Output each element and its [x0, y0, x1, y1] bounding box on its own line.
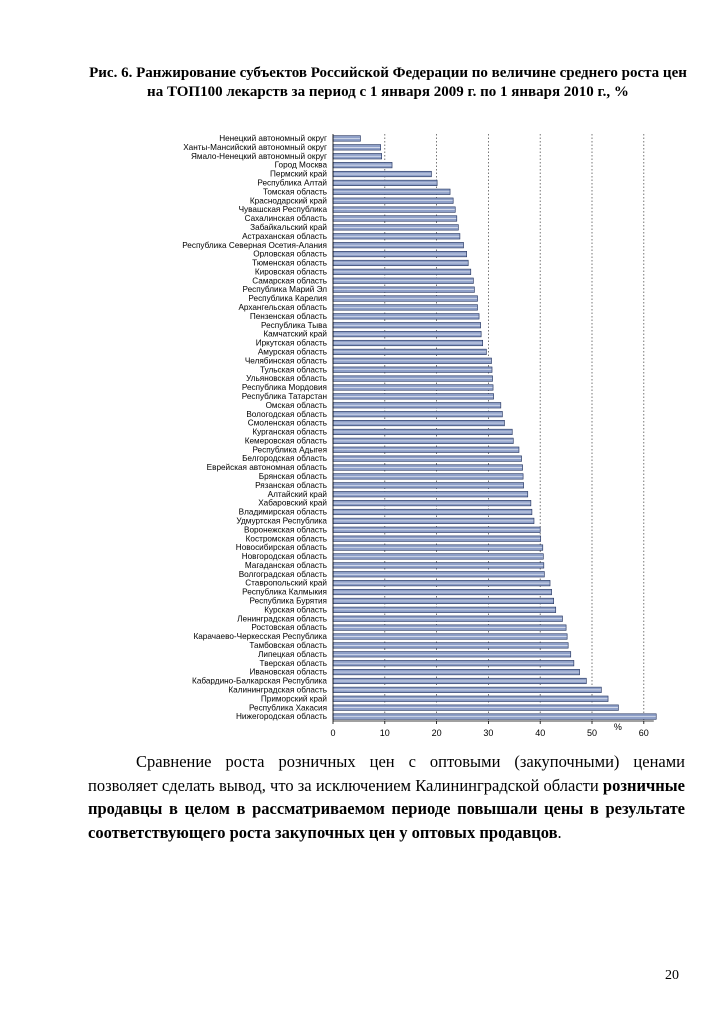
category-label: Амурская область — [258, 348, 327, 357]
category-label: Рязанская область — [255, 481, 327, 490]
x-tick-label: 50 — [587, 728, 597, 738]
category-label: Республика Тыва — [261, 321, 327, 330]
category-label: Липецкая область — [258, 650, 327, 659]
category-label: Тюменская область — [252, 259, 327, 268]
category-label: Забайкальский край — [250, 223, 327, 232]
category-label: Пензенская область — [250, 312, 327, 321]
category-label: Калининградская область — [228, 685, 327, 694]
category-label: Кемеровская область — [245, 436, 327, 445]
category-label: Алтайский край — [268, 490, 327, 499]
paragraph-normal-text: Сравнение роста розничных цен с оптовыми… — [88, 752, 685, 795]
x-tick-label: 30 — [483, 728, 493, 738]
category-label: Приморский край — [261, 694, 327, 703]
category-label: Кабардино-Балкарская Республика — [192, 677, 327, 686]
category-label: Тамбовская область — [249, 641, 327, 650]
paragraph-end: . — [557, 822, 562, 842]
category-label: Костромская область — [246, 534, 327, 543]
figure-caption: Рис. 6. Ранжирование субъектов Российско… — [89, 65, 687, 100]
category-label: Чувашская Республика — [239, 205, 328, 214]
category-label: Курская область — [264, 605, 327, 614]
category-label: Краснодарский край — [250, 196, 327, 205]
category-label: Республика Карелия — [248, 294, 327, 303]
category-label: Смоленская область — [248, 419, 327, 428]
category-label: Камчатский край — [263, 330, 327, 339]
category-label: Магаданская область — [245, 561, 327, 570]
chart-category-labels: Ненецкий автономный округХанты-Мансийски… — [182, 134, 327, 721]
category-label: Новгородская область — [242, 552, 327, 561]
category-label: Воронежская область — [244, 525, 327, 534]
category-label: Томская область — [263, 187, 327, 196]
x-tick-label: 10 — [380, 728, 390, 738]
x-tick-label: 20 — [432, 728, 442, 738]
category-label: Омская область — [266, 401, 327, 410]
category-label: Сахалинская область — [245, 214, 327, 223]
category-label: Республика Бурятия — [250, 597, 327, 606]
category-label: Республика Марий Эл — [243, 285, 328, 294]
category-label: Республика Калмыкия — [242, 588, 327, 597]
category-label: Астраханская область — [242, 232, 327, 241]
category-label: Ростовская область — [251, 623, 327, 632]
category-label: Кировская область — [255, 267, 327, 276]
category-label: Орловская область — [253, 250, 327, 259]
chart-x-axis: 0 10 20 30 40 50 60% — [330, 134, 654, 738]
category-label: Удмуртская Республика — [236, 516, 327, 525]
category-label: Еврейская автономная область — [207, 463, 327, 472]
category-label: Челябинская область — [245, 356, 327, 365]
category-label: Хабаровский край — [258, 499, 327, 508]
paragraph-bold-text: розничные продавцы в целом в рассматрива… — [88, 775, 685, 842]
category-label: Белгородская область — [242, 454, 327, 463]
category-label: Брянская область — [259, 472, 327, 481]
category-label: Курганская область — [252, 428, 327, 437]
category-label: Республика Татарстан — [242, 392, 327, 401]
category-label: Карачаево-Черкесская Республика — [193, 632, 327, 641]
category-label: Ленинградская область — [237, 614, 327, 623]
category-label: Иркутская область — [256, 339, 327, 348]
category-label: Новосибирская область — [236, 543, 327, 552]
x-axis-label: % — [614, 722, 622, 732]
category-label: Вологодская область — [246, 410, 327, 419]
bar-chart: Ненецкий автономный округХанты-Мансийски… — [182, 134, 657, 738]
category-label: Нижегородская область — [236, 712, 327, 721]
category-label: Архангельская область — [238, 303, 327, 312]
category-label: Республика Алтай — [257, 179, 327, 188]
category-label: Тульская область — [260, 365, 327, 374]
chart-grid — [384, 134, 645, 721]
x-tick-label: 40 — [535, 728, 545, 738]
category-label: Республика Северная Осетия-Алания — [182, 241, 327, 250]
body-paragraph: Сравнение роста розничных цен с оптовыми… — [88, 750, 685, 844]
category-label: Республика Хакасия — [249, 703, 327, 712]
category-label: Владимирская область — [239, 508, 327, 517]
category-label: Республика Мордовия — [242, 383, 327, 392]
x-tick-label: 0 — [330, 728, 335, 738]
category-label: Ямало-Ненецкий автономный округ — [191, 152, 327, 161]
category-label: Ставропольский край — [245, 579, 327, 588]
category-label: Ивановская область — [250, 668, 327, 677]
category-label: Пермский край — [270, 170, 327, 179]
category-label: Ханты-Мансийский автономный округ — [183, 143, 327, 152]
category-label: Ульяновская область — [246, 374, 327, 383]
category-label: Ненецкий автономный округ — [219, 134, 327, 143]
category-label: Волгоградская область — [239, 570, 327, 579]
category-label: Республика Адыгея — [252, 445, 327, 454]
page-number: 20 — [665, 968, 679, 983]
category-label: Самарская область — [252, 276, 327, 285]
x-tick-label: 60 — [639, 728, 649, 738]
category-label: Тверская область — [260, 659, 327, 668]
chart-bars — [332, 135, 657, 720]
category-label: Город Москва — [275, 161, 328, 170]
